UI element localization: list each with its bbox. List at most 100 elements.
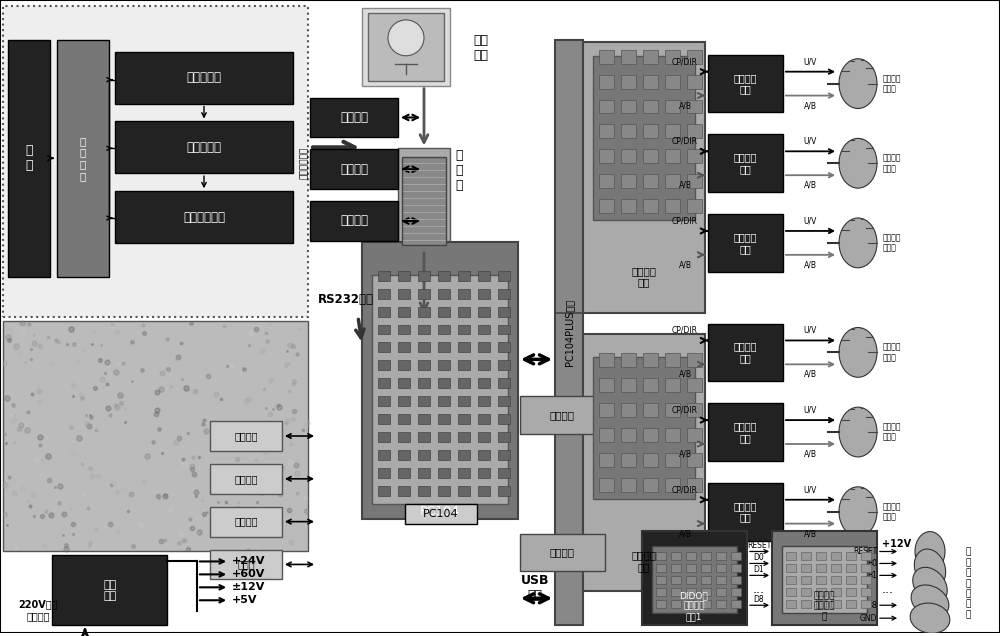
FancyBboxPatch shape: [708, 483, 783, 541]
FancyBboxPatch shape: [665, 199, 680, 213]
FancyBboxPatch shape: [418, 432, 430, 442]
FancyBboxPatch shape: [701, 576, 711, 584]
FancyBboxPatch shape: [643, 403, 658, 417]
Text: 右运动控
制卡: 右运动控 制卡: [632, 551, 656, 572]
Text: A/B: A/B: [678, 101, 692, 110]
FancyBboxPatch shape: [656, 588, 666, 597]
FancyBboxPatch shape: [861, 588, 871, 597]
Text: CP/DIR: CP/DIR: [672, 57, 698, 66]
FancyBboxPatch shape: [665, 478, 680, 492]
FancyBboxPatch shape: [801, 576, 811, 584]
FancyBboxPatch shape: [115, 121, 293, 173]
FancyBboxPatch shape: [731, 553, 741, 560]
FancyBboxPatch shape: [708, 55, 783, 113]
FancyBboxPatch shape: [583, 42, 705, 312]
Text: ±12V: ±12V: [232, 583, 265, 592]
FancyBboxPatch shape: [621, 403, 636, 417]
FancyBboxPatch shape: [599, 125, 614, 139]
Text: CP/DIR: CP/DIR: [672, 137, 698, 146]
FancyBboxPatch shape: [816, 564, 826, 572]
FancyBboxPatch shape: [643, 174, 658, 188]
Ellipse shape: [839, 59, 877, 109]
FancyBboxPatch shape: [687, 125, 702, 139]
FancyBboxPatch shape: [716, 564, 726, 572]
FancyBboxPatch shape: [368, 13, 444, 81]
FancyBboxPatch shape: [438, 271, 450, 280]
Text: 中央控制器: 中央控制器: [186, 71, 222, 84]
FancyBboxPatch shape: [782, 546, 867, 613]
FancyBboxPatch shape: [665, 125, 680, 139]
FancyBboxPatch shape: [846, 553, 856, 560]
Text: USB
接口: USB 接口: [521, 574, 549, 602]
FancyBboxPatch shape: [687, 428, 702, 442]
FancyBboxPatch shape: [671, 588, 681, 597]
Text: GND: GND: [860, 614, 877, 623]
FancyBboxPatch shape: [498, 450, 510, 460]
Text: +5V: +5V: [232, 595, 258, 605]
FancyBboxPatch shape: [665, 149, 680, 163]
FancyBboxPatch shape: [687, 403, 702, 417]
FancyBboxPatch shape: [498, 361, 510, 370]
FancyBboxPatch shape: [621, 453, 636, 467]
FancyBboxPatch shape: [438, 396, 450, 406]
Text: CP/DIR: CP/DIR: [672, 326, 698, 335]
Text: U/V: U/V: [804, 485, 817, 494]
FancyBboxPatch shape: [686, 588, 696, 597]
Text: 膝关节驱
动器: 膝关节驱 动器: [734, 421, 757, 443]
FancyBboxPatch shape: [599, 50, 614, 64]
FancyBboxPatch shape: [378, 414, 390, 424]
FancyBboxPatch shape: [861, 564, 871, 572]
Text: A/B: A/B: [804, 450, 817, 459]
FancyBboxPatch shape: [665, 100, 680, 113]
FancyBboxPatch shape: [801, 553, 811, 560]
Ellipse shape: [914, 549, 946, 588]
FancyBboxPatch shape: [378, 450, 390, 460]
FancyBboxPatch shape: [621, 478, 636, 492]
FancyBboxPatch shape: [643, 478, 658, 492]
FancyBboxPatch shape: [418, 486, 430, 495]
FancyBboxPatch shape: [701, 553, 711, 560]
FancyBboxPatch shape: [458, 396, 470, 406]
FancyBboxPatch shape: [643, 428, 658, 442]
FancyBboxPatch shape: [786, 600, 796, 608]
FancyBboxPatch shape: [671, 564, 681, 572]
FancyBboxPatch shape: [458, 324, 470, 335]
FancyBboxPatch shape: [831, 600, 841, 608]
Text: CP/DIR: CP/DIR: [672, 216, 698, 226]
FancyBboxPatch shape: [555, 40, 583, 625]
FancyBboxPatch shape: [498, 486, 510, 495]
FancyBboxPatch shape: [801, 564, 811, 572]
FancyBboxPatch shape: [498, 414, 510, 424]
FancyBboxPatch shape: [458, 486, 470, 495]
FancyBboxPatch shape: [731, 576, 741, 584]
Ellipse shape: [913, 567, 947, 604]
Ellipse shape: [839, 487, 877, 537]
Text: 底层控制器: 底层控制器: [186, 141, 222, 154]
FancyBboxPatch shape: [418, 396, 430, 406]
FancyBboxPatch shape: [498, 468, 510, 478]
FancyBboxPatch shape: [687, 378, 702, 392]
FancyBboxPatch shape: [708, 403, 783, 461]
FancyBboxPatch shape: [656, 576, 666, 584]
FancyBboxPatch shape: [621, 74, 636, 88]
FancyBboxPatch shape: [438, 468, 450, 478]
FancyBboxPatch shape: [687, 74, 702, 88]
Text: ...: ...: [753, 583, 765, 596]
FancyBboxPatch shape: [478, 432, 490, 442]
Text: DIDO数
字信号采
集卡1: DIDO数 字信号采 集卡1: [680, 591, 708, 621]
Text: 治疗
医师: 治疗 医师: [473, 34, 488, 62]
Text: 直
流
升
压: 直 流 升 压: [80, 136, 86, 181]
Text: 踝关节驱
动器: 踝关节驱 动器: [734, 232, 757, 254]
Text: U/V: U/V: [804, 137, 817, 146]
FancyBboxPatch shape: [458, 468, 470, 478]
FancyBboxPatch shape: [8, 40, 50, 277]
FancyBboxPatch shape: [498, 396, 510, 406]
FancyBboxPatch shape: [665, 74, 680, 88]
Text: 存储设备: 存储设备: [234, 474, 258, 484]
FancyBboxPatch shape: [498, 324, 510, 335]
FancyBboxPatch shape: [599, 453, 614, 467]
FancyBboxPatch shape: [418, 450, 430, 460]
FancyBboxPatch shape: [642, 530, 747, 625]
FancyBboxPatch shape: [398, 486, 410, 495]
FancyBboxPatch shape: [846, 564, 856, 572]
